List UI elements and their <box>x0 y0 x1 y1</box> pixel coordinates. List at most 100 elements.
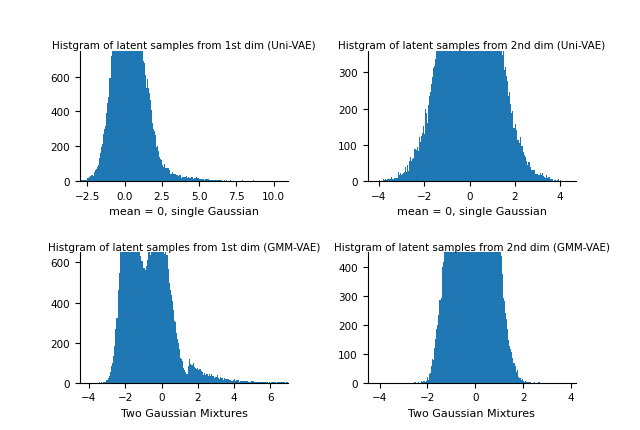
Bar <box>100 154 101 181</box>
Bar <box>202 180 203 181</box>
Bar <box>422 134 423 181</box>
Bar <box>127 0 128 181</box>
Bar <box>394 178 395 181</box>
Bar <box>479 0 480 181</box>
Bar <box>203 180 204 181</box>
Bar <box>138 7 140 181</box>
Title: Histgram of latent samples from 2nd dim (Uni-VAE): Histgram of latent samples from 2nd dim … <box>338 41 605 51</box>
Bar <box>183 368 184 383</box>
Bar <box>504 301 505 383</box>
Bar <box>243 381 244 383</box>
Bar <box>218 378 219 383</box>
Bar <box>486 118 488 383</box>
Bar <box>513 129 515 181</box>
Bar <box>163 225 164 383</box>
Bar <box>103 382 104 383</box>
Bar <box>174 175 175 181</box>
Bar <box>550 180 551 181</box>
Bar <box>527 382 528 383</box>
Bar <box>214 378 216 383</box>
Bar <box>456 0 457 181</box>
Bar <box>525 158 526 181</box>
Bar <box>238 380 239 383</box>
Bar <box>529 163 530 181</box>
Bar <box>427 377 428 383</box>
Bar <box>530 168 531 181</box>
Bar <box>129 0 130 181</box>
Bar <box>503 51 504 181</box>
Bar <box>163 167 164 181</box>
Bar <box>152 123 153 181</box>
Bar <box>450 116 451 383</box>
Bar <box>437 325 438 383</box>
Bar <box>116 318 118 383</box>
Bar <box>520 138 521 181</box>
Bar <box>255 382 256 383</box>
Bar <box>465 0 467 181</box>
Bar <box>93 173 95 181</box>
Bar <box>125 0 126 181</box>
Bar <box>247 381 248 383</box>
Bar <box>437 45 438 181</box>
Bar <box>264 382 266 383</box>
Bar <box>109 376 110 383</box>
Bar <box>524 382 525 383</box>
Bar <box>204 373 205 383</box>
Bar <box>179 175 180 181</box>
Bar <box>419 138 420 181</box>
Bar <box>476 0 477 181</box>
Bar <box>159 209 160 383</box>
Bar <box>499 236 500 383</box>
Bar <box>118 0 120 181</box>
Bar <box>385 180 387 181</box>
Bar <box>463 0 465 181</box>
X-axis label: Two Gaussian Mixtures: Two Gaussian Mixtures <box>121 408 248 418</box>
X-axis label: mean = 0, single Gaussian: mean = 0, single Gaussian <box>397 207 547 217</box>
Bar <box>154 132 155 181</box>
Bar <box>479 153 480 383</box>
Bar <box>522 380 523 383</box>
Bar <box>483 128 484 383</box>
Bar <box>228 379 229 383</box>
Bar <box>181 359 182 383</box>
Bar <box>498 35 499 181</box>
Bar <box>107 380 108 383</box>
Bar <box>484 0 485 181</box>
Bar <box>450 0 451 181</box>
Bar <box>147 80 148 181</box>
Bar <box>102 145 103 181</box>
Bar <box>544 178 545 181</box>
Bar <box>140 256 141 383</box>
Bar <box>186 374 188 383</box>
Bar <box>473 185 474 383</box>
Bar <box>199 179 200 181</box>
Bar <box>529 382 530 383</box>
Bar <box>508 97 509 181</box>
Bar <box>123 169 124 383</box>
Bar <box>189 359 191 383</box>
Bar <box>528 382 529 383</box>
Bar <box>133 108 134 383</box>
Bar <box>120 217 122 383</box>
Bar <box>134 133 135 383</box>
Bar <box>521 147 522 181</box>
Bar <box>246 381 247 383</box>
Bar <box>390 178 392 181</box>
Bar <box>428 105 429 181</box>
Bar <box>463 131 465 383</box>
Bar <box>526 382 527 383</box>
Bar <box>477 174 478 383</box>
Bar <box>490 0 492 181</box>
Bar <box>552 180 553 181</box>
Bar <box>98 166 99 181</box>
Bar <box>130 64 131 383</box>
Bar <box>558 180 559 181</box>
Bar <box>431 85 432 181</box>
Bar <box>506 319 508 383</box>
Bar <box>502 275 503 383</box>
Bar <box>461 0 463 181</box>
Bar <box>161 160 163 181</box>
Bar <box>172 173 173 181</box>
Bar <box>160 218 161 383</box>
Bar <box>278 382 279 383</box>
